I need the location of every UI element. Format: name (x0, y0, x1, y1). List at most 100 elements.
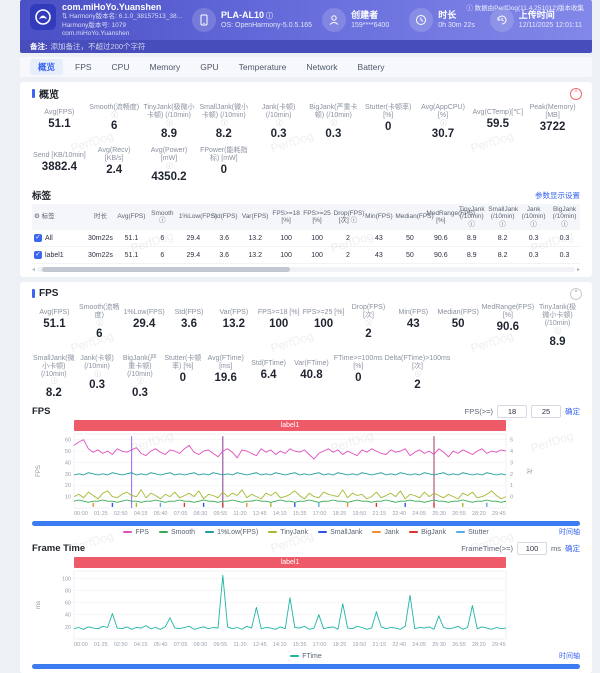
upload-label: 上传时间 (518, 9, 555, 20)
info-icon[interactable]: ⓘ (275, 119, 283, 127)
stat-item: 1%Low(FPS) 29.4 (123, 309, 165, 331)
table-row[interactable]: ✓ label1 30m22s 51.1 6 29.4 3.6 13.2 100 100 2 43 50… (32, 246, 580, 265)
fps-apply-link[interactable]: 确定 (565, 406, 580, 416)
fps-threshold-input-1[interactable] (497, 404, 527, 418)
fps-threshold-label: FPS(>=) (464, 406, 493, 416)
tab-Temperature[interactable]: Temperature (238, 62, 287, 72)
stat-value: 100 (313, 318, 334, 331)
frametime-x-axis-labels: 00:00 01:25 02:50 04:15 05:40 07:05 08:30 09:55… (74, 641, 506, 648)
info-icon[interactable]: ⓘ (96, 319, 104, 327)
stat-item: Smooth(流畅度) ⓘ 6 (79, 304, 120, 341)
app-package-name: com.miHoYo.Yuanshen (62, 2, 162, 13)
table-hscrollbar[interactable]: ◂ ▸ (32, 266, 580, 273)
fps-chart-title: FPS (32, 405, 51, 417)
fps-label-band: label1 (74, 419, 506, 431)
device-info-icon[interactable]: ⓘ (266, 12, 274, 20)
table-row[interactable]: ✓ All 30m22s 51.1 6 29.4 3.6 13.2 100 100 2 43 50 90.… (32, 230, 580, 248)
stat-value: 0.3 (270, 127, 287, 140)
stat-item: Median(FPS) 50 (437, 309, 479, 331)
info-icon[interactable]: ⓘ (330, 119, 338, 127)
display-settings-link[interactable]: 参数显示设置 (535, 190, 580, 200)
info-icon[interactable]: ⓘ (166, 119, 173, 127)
info-icon[interactable]: ⓘ (440, 119, 447, 127)
frametime-apply-link[interactable]: 确定 (565, 543, 580, 553)
svg-text:60: 60 (65, 437, 71, 443)
row-checkbox[interactable]: ✓ (34, 251, 42, 260)
app-icon (30, 4, 56, 31)
app-version-line1: ⇅ Harmony版本名: 6.1.0_38157513_38... (62, 13, 182, 21)
info-icon[interactable]: ⓘ (365, 319, 373, 327)
gear-icon[interactable]: ⚙ (34, 213, 42, 221)
legend-item-BigJank[interactable]: BigJank (409, 529, 446, 536)
app-block: com.miHoYo.Yuanshen ⇅ Harmony版本名: 6.1.0_… (30, 2, 182, 38)
stat-value: 2 (414, 378, 421, 391)
info-icon[interactable]: ⓘ (94, 370, 101, 378)
legend-item-SmallJank[interactable]: SmallJank (318, 529, 362, 536)
legend-item-Stutter[interactable]: Stutter (456, 529, 489, 536)
tab-概览[interactable]: 概览 (30, 59, 64, 75)
legend-item-FTime[interactable]: FTime (290, 653, 322, 660)
scroll-left-icon[interactable]: ◂ (32, 267, 36, 274)
fps-threshold-input-2[interactable] (531, 404, 561, 418)
scroll-thumb[interactable] (42, 267, 290, 273)
legend-item-Smooth[interactable]: Smooth (158, 529, 195, 536)
stat-item: FPower(能耗指标) [mW] 0 (196, 145, 251, 185)
info-icon[interactable]: ⓘ (554, 327, 562, 335)
stat-item: Jank(卡顿) (/10min) ⓘ 0.3 (251, 102, 306, 142)
svg-text:40: 40 (65, 612, 71, 618)
tab-Memory[interactable]: Memory (149, 62, 181, 72)
fps-collapse-icon[interactable]: ^ (570, 288, 582, 301)
stat-value: 0 (179, 371, 187, 384)
stat-value: 90.6 (496, 320, 520, 333)
info-icon[interactable]: ⓘ (51, 378, 58, 386)
overview-collapse-icon[interactable]: ^ (570, 88, 582, 100)
svg-text:20: 20 (65, 625, 71, 631)
duration-value: 0h 30m 22s (438, 22, 475, 30)
stat-value: 6.4 (260, 369, 277, 381)
info-icon[interactable]: ⓘ (111, 111, 118, 119)
legend-item-Jank[interactable]: Jank (372, 529, 399, 536)
overview-stats-row1: Avg(FPS) 51.1 Smooth(流畅度) ⓘ 6 TinyJank(极微小卡顿)… (32, 102, 580, 142)
legend-item-TinyJank[interactable]: TinyJank (268, 529, 308, 536)
frametime-chart[interactable]: 100 80 60 40 20 ms (32, 568, 574, 642)
tab-CPU[interactable]: CPU (111, 62, 130, 72)
stat-item: Smooth(流畅度) ⓘ 6 (89, 104, 140, 133)
row-checkbox[interactable]: ✓ (34, 234, 42, 243)
upload-block: 上传时间 12/11/2025 12:01:11 (489, 8, 582, 32)
frametime-threshold-input[interactable] (517, 541, 547, 555)
stat-item: FPS>=18 [%] 100 (257, 309, 300, 331)
tab-FPS[interactable]: FPS (75, 62, 92, 72)
svg-text:80: 80 (65, 588, 71, 594)
fps-stats-row1: Avg(FPS) 51.1 Smooth(流畅度) ⓘ 6 1%Low(FPS) 29.4 S… (32, 302, 580, 350)
fps-zoom-scrollbar[interactable] (32, 520, 580, 526)
stat-value: 2.4 (106, 163, 123, 176)
note-bar[interactable]: 备注: 添加备注，不超过200个字符 (20, 40, 592, 53)
stat-item: Var(FTime) 40.8 (290, 353, 333, 401)
tab-GPU[interactable]: GPU (200, 62, 219, 72)
stat-item: Delta(FTime)>100ms [次] ⓘ 2 (384, 355, 451, 391)
info-icon[interactable]: ⓘ (166, 162, 173, 170)
legend-item-FPS[interactable]: FPS (123, 529, 149, 536)
title-accent (32, 88, 35, 98)
frametime-label-band: label1 (74, 556, 506, 568)
timeline-link[interactable]: 时间轴 (559, 653, 580, 661)
frametime-zoom-scrollbar[interactable] (32, 663, 580, 669)
stat-value: 0 (220, 163, 227, 176)
timeline-link[interactable]: 时间轴 (559, 529, 580, 537)
tab-Battery[interactable]: Battery (357, 62, 385, 72)
svg-text:4: 4 (510, 449, 513, 455)
stat-value: 6 (96, 328, 103, 341)
tab-Network[interactable]: Network (306, 62, 338, 72)
scroll-right-icon[interactable]: ▸ (576, 267, 580, 274)
legend-item-1%Low(FPS)[interactable]: 1%Low(FPS) (205, 529, 258, 536)
stat-item: Std(FTime) 6.4 (247, 353, 290, 401)
info-icon[interactable]: ⓘ (414, 370, 422, 378)
history-clock-icon (497, 15, 507, 25)
info-icon[interactable]: ⓘ (221, 119, 228, 127)
info-icon[interactable]: ⓘ (137, 378, 144, 386)
overview-card: 概览 ^ Avg(FPS) 51.1 Smooth(流畅度) ⓘ 6 TinyJank(极… (20, 82, 592, 278)
stat-item: Min(FPS) 43 (391, 302, 436, 350)
duration-badge (409, 8, 434, 32)
creator-label: 创建者 (351, 9, 379, 20)
